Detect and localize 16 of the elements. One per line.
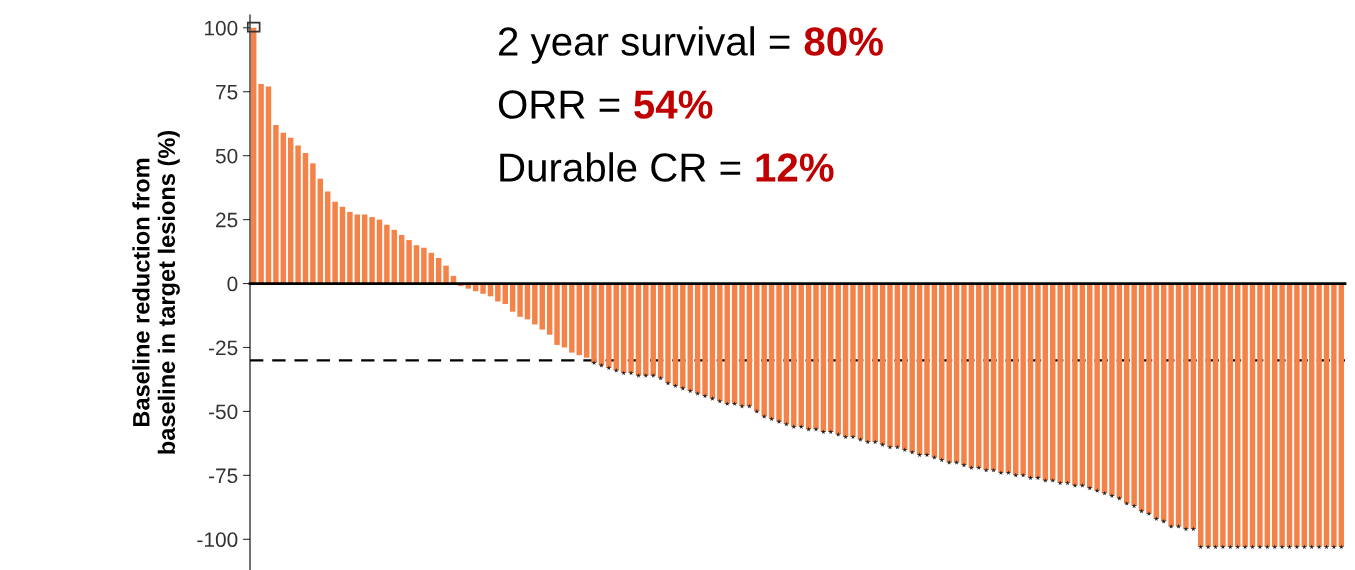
y-tick-label: -75 [209, 468, 238, 484]
annotation: Durable CR = [500, 152, 741, 182]
y-tick-label: 75 [216, 84, 238, 100]
annotation: 12% [756, 153, 834, 182]
y-tick-label: -100 [197, 532, 238, 548]
y-tick-label: -50 [209, 404, 238, 420]
y-axis-title: Baseline reduction from baseline in target lesions (%) [132, 130, 180, 454]
y-tick-label: 100 [205, 20, 238, 36]
annotation: ORR = [498, 90, 620, 119]
annotation: 80% [804, 27, 883, 56]
annotation: 2 year survival = [499, 26, 790, 64]
annotation: 54% [634, 90, 713, 119]
y-tick-label: 25 [216, 212, 238, 228]
y-tick-label: -25 [209, 340, 238, 356]
y-tick-label: 0 [227, 276, 238, 292]
y-tick-label: 50 [215, 148, 238, 164]
